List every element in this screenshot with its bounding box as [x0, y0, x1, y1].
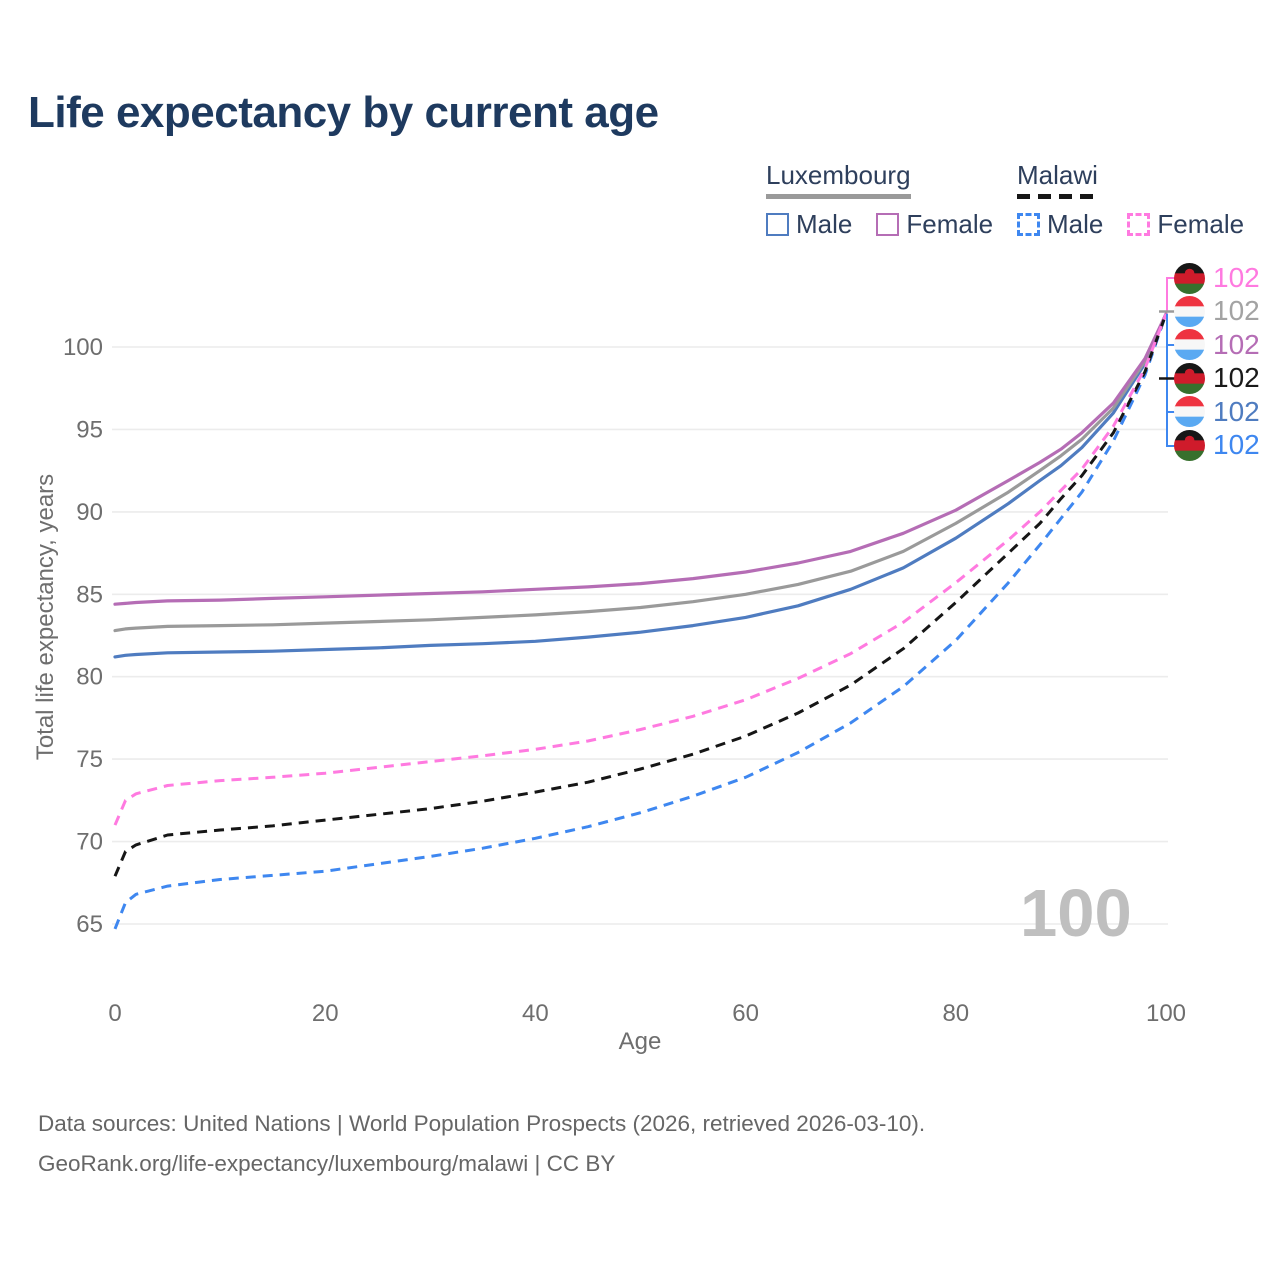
- x-tick-label: 60: [732, 1000, 759, 1027]
- malawi-flag-icon: [1174, 262, 1205, 294]
- legend-item-label: Female: [906, 209, 994, 239]
- end-label-row: 102: [1174, 262, 1260, 295]
- end-value-label: 102: [1213, 395, 1260, 427]
- end-value-label: 102: [1213, 429, 1260, 460]
- y-axis-title: Total life expectancy, years: [32, 473, 59, 761]
- legend-items-luxembourg: Male Female: [766, 209, 993, 240]
- x-tick-label: 20: [312, 1000, 339, 1027]
- x-tick-label: 100: [1146, 1000, 1186, 1027]
- luxembourg-flag-icon: [1174, 396, 1205, 428]
- series-line-malawi-female: [113, 313, 1168, 826]
- malawi-flag-icon: [1174, 362, 1205, 394]
- end-label-row: 102: [1174, 362, 1260, 395]
- y-tick-label: 95: [76, 416, 103, 443]
- y-tick-label: 90: [76, 499, 103, 526]
- luxembourg-flag-icon: [1174, 329, 1205, 361]
- legend-item-luxembourg-female[interactable]: Female: [876, 209, 993, 240]
- end-value-label: 102: [1213, 262, 1260, 293]
- x-axis-title: Age: [618, 1028, 662, 1055]
- series-line-luxembourg-both-sexes: [113, 312, 1168, 633]
- legend-swatch-malawi-female: [1127, 213, 1151, 236]
- end-label-row: 102: [1174, 328, 1260, 361]
- page-title: Life expectancy by current age: [28, 88, 659, 137]
- legend-items-malawi: Male Female: [1017, 209, 1244, 240]
- data-source-note: Data sources: United Nations | World Pop…: [38, 1111, 926, 1136]
- legend-group-luxembourg: Luxembourg Male Female: [766, 160, 993, 240]
- end-value-label: 102: [1213, 295, 1260, 327]
- legend-item-malawi-female[interactable]: Female: [1127, 209, 1244, 240]
- y-tick-label: 85: [76, 581, 103, 608]
- end-label-row: 102: [1174, 429, 1260, 462]
- end-value-label: 102: [1213, 362, 1260, 394]
- legend-item-label: Male: [796, 209, 853, 239]
- end-label-row: 102: [1174, 395, 1260, 428]
- y-tick-label: 75: [76, 746, 103, 773]
- y-tick-label: 70: [76, 829, 103, 856]
- legend-item-label: Male: [1047, 209, 1104, 239]
- end-value-label: 102: [1213, 328, 1260, 360]
- legend-country-name: Malawi: [1017, 160, 1098, 190]
- leader-line-bottom: [1166, 314, 1175, 447]
- series-line-luxembourg-female: [113, 312, 1168, 606]
- y-tick-label: 80: [76, 664, 103, 691]
- x-tick-label: 0: [108, 1000, 121, 1027]
- legend-country-name: Luxembourg: [766, 160, 911, 190]
- legend-underline-dashed: [1017, 194, 1098, 199]
- leader-line-top: [1166, 277, 1175, 311]
- legend-swatch-luxembourg-male: [766, 213, 789, 236]
- legend-underline-solid: [766, 194, 911, 199]
- malawi-flag-icon: [1174, 429, 1205, 461]
- legend-swatch-luxembourg-female: [876, 213, 900, 236]
- age-counter-watermark: 100: [1020, 876, 1132, 951]
- luxembourg-flag-icon: [1174, 295, 1205, 327]
- series-line-luxembourg-male: [113, 312, 1168, 659]
- x-tick-label: 40: [522, 1000, 549, 1027]
- series-line-malawi-male: [113, 313, 1168, 930]
- footer: Data sources: United Nations | World Pop…: [38, 1104, 925, 1184]
- legend-swatch-malawi-male: [1017, 213, 1040, 236]
- legend-item-malawi-male[interactable]: Male: [1017, 209, 1103, 240]
- y-tick-label: 65: [76, 911, 103, 938]
- end-label-row: 102: [1174, 295, 1260, 328]
- legend-country-luxembourg[interactable]: Luxembourg: [766, 160, 911, 199]
- legend-group-malawi: Malawi Male Female: [1017, 160, 1244, 240]
- legend-item-luxembourg-male[interactable]: Male: [766, 209, 852, 240]
- attribution-note: GeoRank.org/life-expectancy/luxembourg/m…: [38, 1151, 616, 1176]
- x-tick-label: 80: [942, 1000, 969, 1027]
- legend-item-label: Female: [1157, 209, 1245, 239]
- legend-country-malawi[interactable]: Malawi: [1017, 160, 1098, 199]
- y-tick-label: 100: [63, 334, 103, 361]
